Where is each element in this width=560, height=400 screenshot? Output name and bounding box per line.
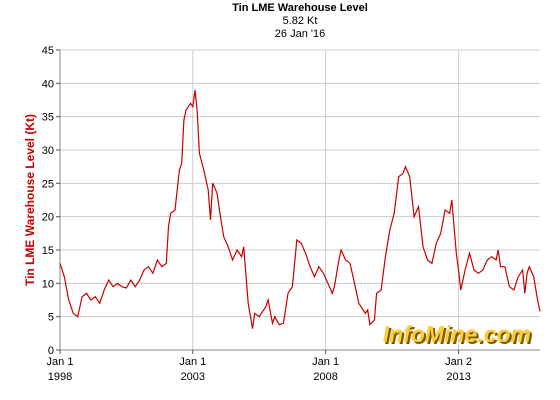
x-tick-label-day: Jan 2 — [445, 356, 472, 368]
series-line — [59, 89, 541, 329]
y-tick-label: 30 — [42, 145, 54, 157]
x-tick-label-year: 2013 — [446, 371, 470, 383]
watermark-shadow: InfoMine.com — [385, 323, 533, 349]
y-axis-ticks: 0 5 10 15 20 25 30 35 40 45 — [42, 45, 60, 357]
plot-area — [60, 50, 540, 350]
axes — [59, 50, 540, 351]
y-tick-label: 15 — [42, 245, 54, 257]
y-tick-label: 35 — [42, 112, 54, 124]
y-tick-label: 10 — [42, 278, 54, 290]
x-tick-label-year: 2008 — [313, 371, 337, 383]
chart-subtitle-value: 5.82 Kt — [282, 15, 318, 27]
y-axis-label: Tin LME Warehouse Level (Kt) — [23, 114, 37, 286]
y-tick-label: 5 — [48, 312, 54, 324]
y-tick-label: 0 — [48, 345, 54, 357]
y-tick-label: 45 — [42, 45, 54, 57]
watermark: InfoMine.com InfoMine.com — [383, 321, 533, 349]
x-tick-label-year: 1998 — [48, 371, 72, 383]
x-tick-label-day: Jan 1 — [179, 356, 206, 368]
y-tick-label: 20 — [42, 212, 54, 224]
chart-title: Tin LME Warehouse Level — [232, 2, 368, 14]
x-axis-ticks: Jan 1 1998 Jan 1 2003 Jan 1 2008 Jan 2 2013 — [47, 350, 472, 383]
chart-subtitle-date: 26 Jan '16 — [274, 28, 326, 40]
title-block: Tin LME Warehouse Level 5.82 Kt 26 Jan '… — [0, 2, 560, 41]
x-tick-label-year: 2003 — [181, 371, 205, 383]
watermark-text: InfoMine.com — [383, 321, 531, 347]
x-tick-label-day: Jan 1 — [312, 356, 339, 368]
y-tick-label: 40 — [42, 78, 54, 90]
y-tick-label: 25 — [42, 178, 54, 190]
x-tick-label-day: Jan 1 — [47, 356, 74, 368]
